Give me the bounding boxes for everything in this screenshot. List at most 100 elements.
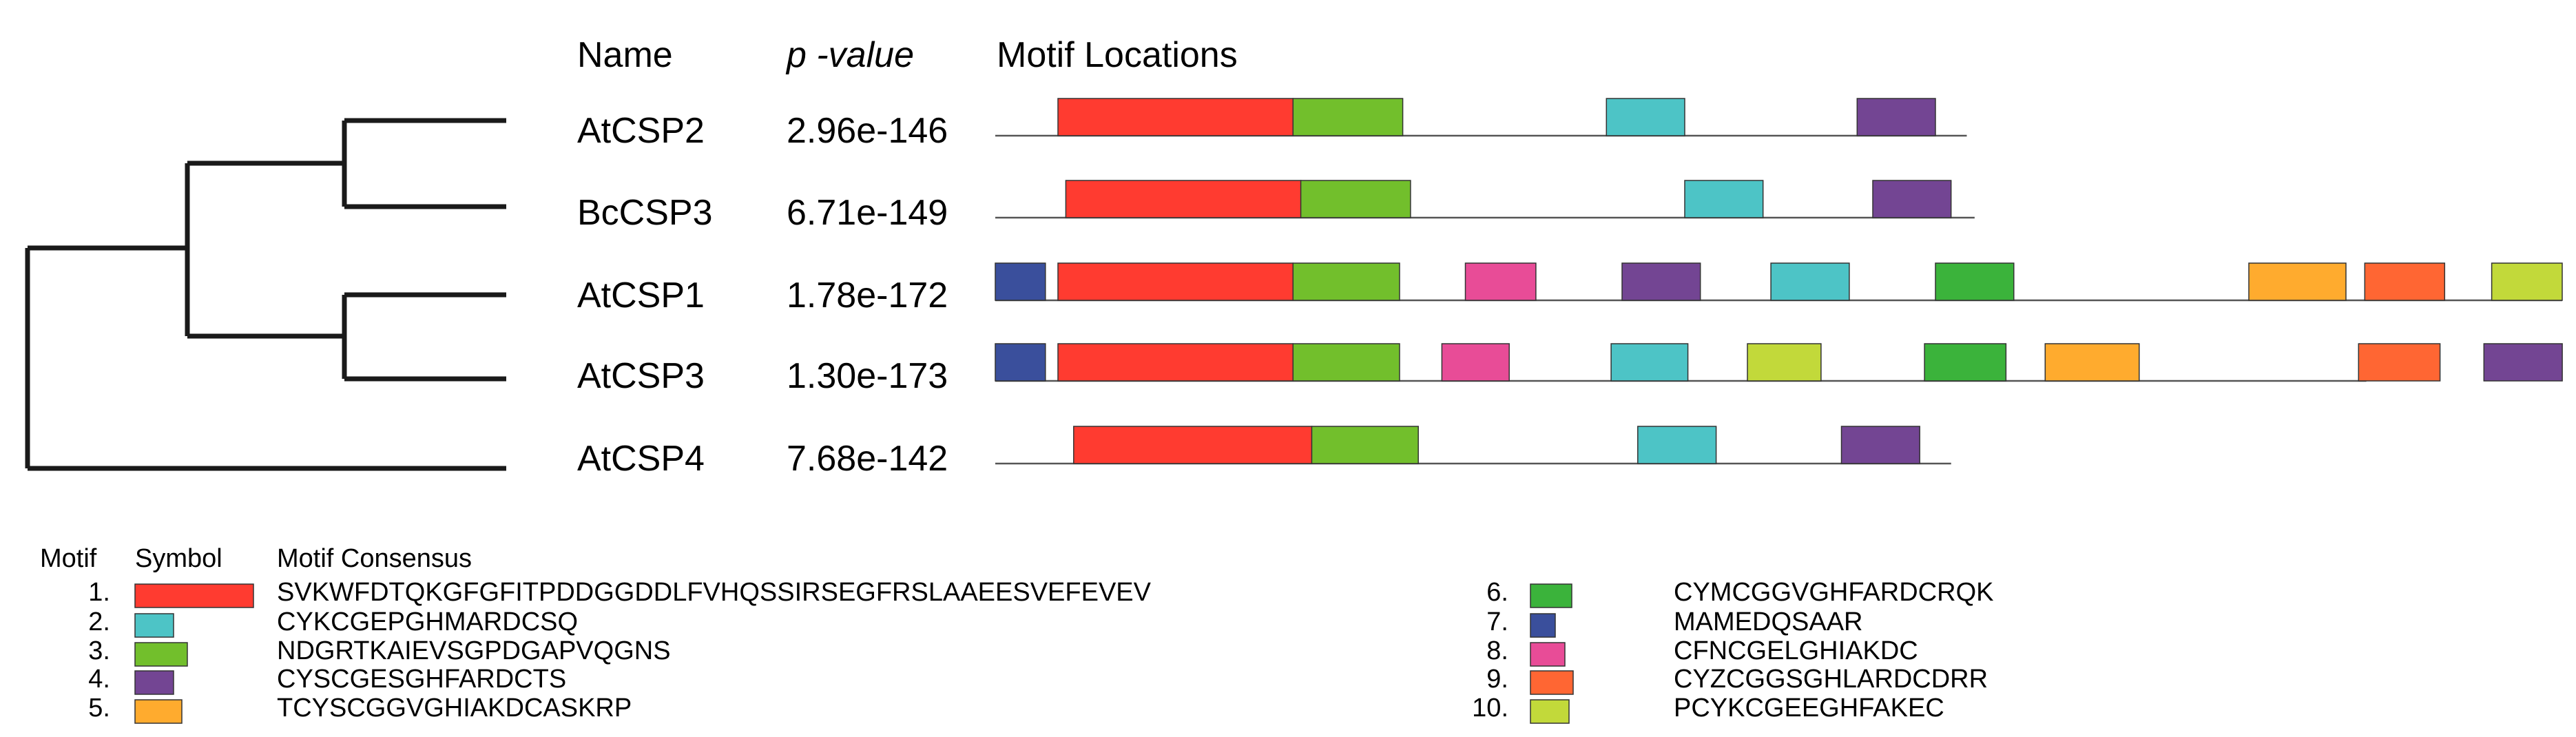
motif-box-3 bbox=[1292, 262, 1400, 301]
legend-symbol-motif-6 bbox=[1530, 583, 1572, 608]
motif-box-5 bbox=[2248, 262, 2347, 301]
sequence-pvalue: 6.71e-149 bbox=[787, 193, 948, 233]
motif-track bbox=[995, 98, 1967, 137]
legend-motif-number: 5. bbox=[88, 694, 110, 723]
legend-motif-number: 8. bbox=[1486, 636, 1508, 665]
sequence-name: AtCSP1 bbox=[577, 276, 705, 315]
phylogenetic-tree bbox=[25, 118, 506, 471]
motif-track bbox=[995, 180, 1975, 219]
motif-box-8 bbox=[1464, 262, 1537, 301]
motif-box-9 bbox=[2358, 343, 2441, 382]
legend-header-symbol: Symbol bbox=[135, 544, 222, 573]
legend-item: 5. TCYSCGGVGHIAKDCASKRP bbox=[88, 694, 632, 724]
motif-box-4 bbox=[2483, 343, 2563, 382]
sequence-row: AtCSP3 1.30e-173 bbox=[577, 343, 2563, 396]
motif-box-2 bbox=[1684, 180, 1764, 218]
legend-item: 6. CYMCGGVGHFARDCRQK bbox=[1486, 578, 1993, 608]
legend-consensus: CFNCGELGHIAKDC bbox=[1674, 636, 1918, 665]
legend-symbol-motif-2 bbox=[134, 613, 174, 638]
motif-box-7 bbox=[995, 262, 1046, 301]
legend-consensus: PCYKCGEEGHFAKEC bbox=[1674, 694, 1944, 723]
tree-branch-root bbox=[25, 245, 506, 471]
tree-branch-atcsp2-bccsp3 bbox=[342, 118, 506, 209]
motif-box-2 bbox=[1606, 98, 1685, 136]
motif-box-1 bbox=[1073, 426, 1313, 464]
motif-box-1 bbox=[1057, 98, 1294, 136]
legend-item: 1. SVKWFDTQKGFGFITPDDGGDDLFVHQSSIRSEGFRS… bbox=[88, 578, 1152, 608]
sequence-pvalue: 7.68e-142 bbox=[787, 439, 948, 479]
legend-left-column: 1. SVKWFDTQKGFGFITPDDGGDDLFVHQSSIRSEGFRS… bbox=[88, 578, 1152, 724]
motif-track bbox=[995, 343, 2563, 382]
legend-symbol-motif-4 bbox=[134, 670, 174, 695]
motif-track bbox=[995, 262, 2563, 302]
legend-item: 4. CYSCGESGHFARDCTS bbox=[88, 665, 566, 695]
sequence-pvalue: 1.78e-172 bbox=[787, 276, 948, 315]
legend-header-consensus: Motif Consensus bbox=[277, 544, 472, 573]
motif-box-2 bbox=[1610, 343, 1689, 382]
legend-item: 10. PCYKCGEEGHFAKEC bbox=[1472, 694, 1944, 724]
legend-item: 9. CYZCGGSGHLARDCDRR bbox=[1486, 665, 1988, 695]
legend-motif-number: 6. bbox=[1486, 578, 1508, 607]
sequence-name: AtCSP4 bbox=[577, 439, 705, 479]
motif-box-3 bbox=[1300, 180, 1411, 218]
legend-symbol-motif-3 bbox=[134, 642, 188, 667]
sequence-pvalue: 1.30e-173 bbox=[787, 356, 948, 396]
motif-box-9 bbox=[2364, 262, 2446, 301]
tree-branch-atcsp1-atcsp3 bbox=[342, 292, 506, 382]
legend-motif-number: 1. bbox=[88, 578, 110, 607]
legend-symbol-motif-10 bbox=[1530, 699, 1570, 724]
motif-track bbox=[995, 426, 1951, 465]
motif-box-3 bbox=[1292, 98, 1404, 136]
header-name: Name bbox=[577, 35, 673, 75]
motif-box-2 bbox=[1637, 426, 1717, 464]
motif-box-4 bbox=[1840, 426, 1920, 464]
legend-item: 2. CYKCGEPGHMARDCSQ bbox=[88, 608, 578, 638]
legend-symbol-motif-8 bbox=[1530, 642, 1566, 667]
legend-symbol-motif-1 bbox=[134, 583, 254, 608]
legend-right-column: 6. CYMCGGVGHFARDCRQK 7. MAMEDQSAAR 8. CF… bbox=[1472, 578, 1993, 724]
legend-motif-number: 9. bbox=[1486, 665, 1508, 694]
legend-motif-number: 2. bbox=[88, 608, 110, 636]
legend-symbol-motif-9 bbox=[1530, 670, 1574, 695]
motif-box-1 bbox=[1065, 180, 1302, 218]
legend-motif-number: 10. bbox=[1472, 694, 1508, 723]
motif-box-7 bbox=[995, 343, 1046, 382]
sequence-row: AtCSP1 1.78e-172 bbox=[577, 262, 2563, 315]
motif-box-4 bbox=[1872, 180, 1952, 218]
sequence-name: AtCSP2 bbox=[577, 111, 705, 151]
legend-header-motif: Motif bbox=[40, 544, 97, 573]
motif-box-3 bbox=[1311, 426, 1419, 464]
sequence-row: AtCSP4 7.68e-142 bbox=[577, 426, 1951, 479]
sequence-name: AtCSP3 bbox=[577, 356, 705, 396]
tree-branch-upper bbox=[185, 160, 344, 339]
motif-box-10 bbox=[1747, 343, 1822, 382]
motif-box-5 bbox=[2044, 343, 2140, 382]
motif-box-8 bbox=[1441, 343, 1510, 382]
legend-consensus: CYKCGEPGHMARDCSQ bbox=[277, 608, 578, 636]
motif-box-6 bbox=[1935, 262, 2015, 301]
sequence-rows: AtCSP2 2.96e-146 BcCSP3 6.71e-149 AtCSP1… bbox=[577, 98, 2563, 479]
motif-box-3 bbox=[1292, 343, 1400, 382]
header-motif-locations: Motif Locations bbox=[997, 35, 1238, 75]
motif-box-10 bbox=[2491, 262, 2563, 301]
legend-consensus: CYZCGGSGHLARDCDRR bbox=[1674, 665, 1988, 694]
legend-motif-number: 7. bbox=[1486, 608, 1508, 636]
header-pvalue: p -value bbox=[785, 35, 914, 75]
sequence-pvalue: 2.96e-146 bbox=[787, 111, 948, 151]
motif-box-1 bbox=[1057, 262, 1294, 301]
sequence-name: BcCSP3 bbox=[577, 193, 713, 233]
motif-box-4 bbox=[1856, 98, 1936, 136]
legend-item: 3. NDGRTKAIEVSGPDGAPVQGNS bbox=[88, 636, 671, 667]
sequence-row: BcCSP3 6.71e-149 bbox=[577, 180, 1975, 233]
sequence-row: AtCSP2 2.96e-146 bbox=[577, 98, 1967, 151]
motif-box-6 bbox=[1924, 343, 2007, 382]
motif-box-2 bbox=[1770, 262, 1850, 301]
motif-box-1 bbox=[1057, 343, 1294, 382]
legend-motif-number: 3. bbox=[88, 636, 110, 665]
legend-consensus: CYMCGGVGHFARDCRQK bbox=[1674, 578, 1993, 607]
legend-item: 7. MAMEDQSAAR bbox=[1486, 608, 1862, 638]
legend-consensus: TCYSCGGVGHIAKDCASKRP bbox=[277, 694, 632, 723]
legend-consensus: SVKWFDTQKGFGFITPDDGGDDLFVHQSSIRSEGFRSLAA… bbox=[277, 578, 1152, 607]
legend-consensus: NDGRTKAIEVSGPDGAPVQGNS bbox=[277, 636, 671, 665]
